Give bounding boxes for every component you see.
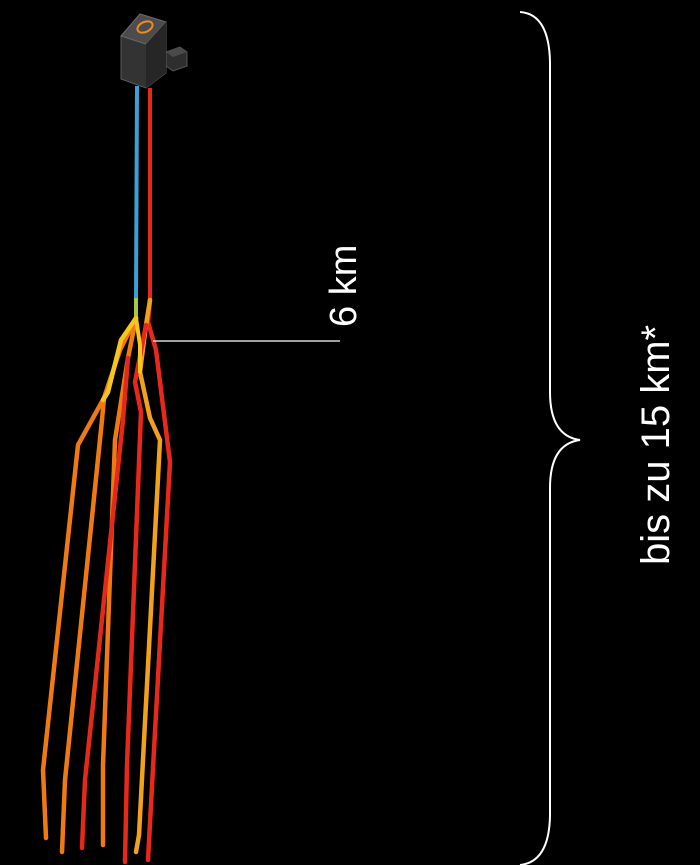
- geothermal-plant-icon: [120, 13, 188, 89]
- vertical-pipes: [134, 85, 152, 318]
- depth-label: 6 km: [323, 245, 365, 327]
- branch-path: [40, 395, 107, 841]
- branch-path: [100, 315, 139, 403]
- branch-path: [59, 315, 139, 855]
- branch-path: [134, 316, 142, 374]
- cold-injection-pipe: [134, 85, 139, 301]
- range-brace: [519, 11, 581, 865]
- branch-path: [100, 315, 139, 848]
- plant-ring-icon: [136, 20, 154, 34]
- fracture-branches: [40, 297, 173, 865]
- range-label: bis zu 15 km*: [634, 325, 678, 565]
- branch-path: [79, 355, 131, 851]
